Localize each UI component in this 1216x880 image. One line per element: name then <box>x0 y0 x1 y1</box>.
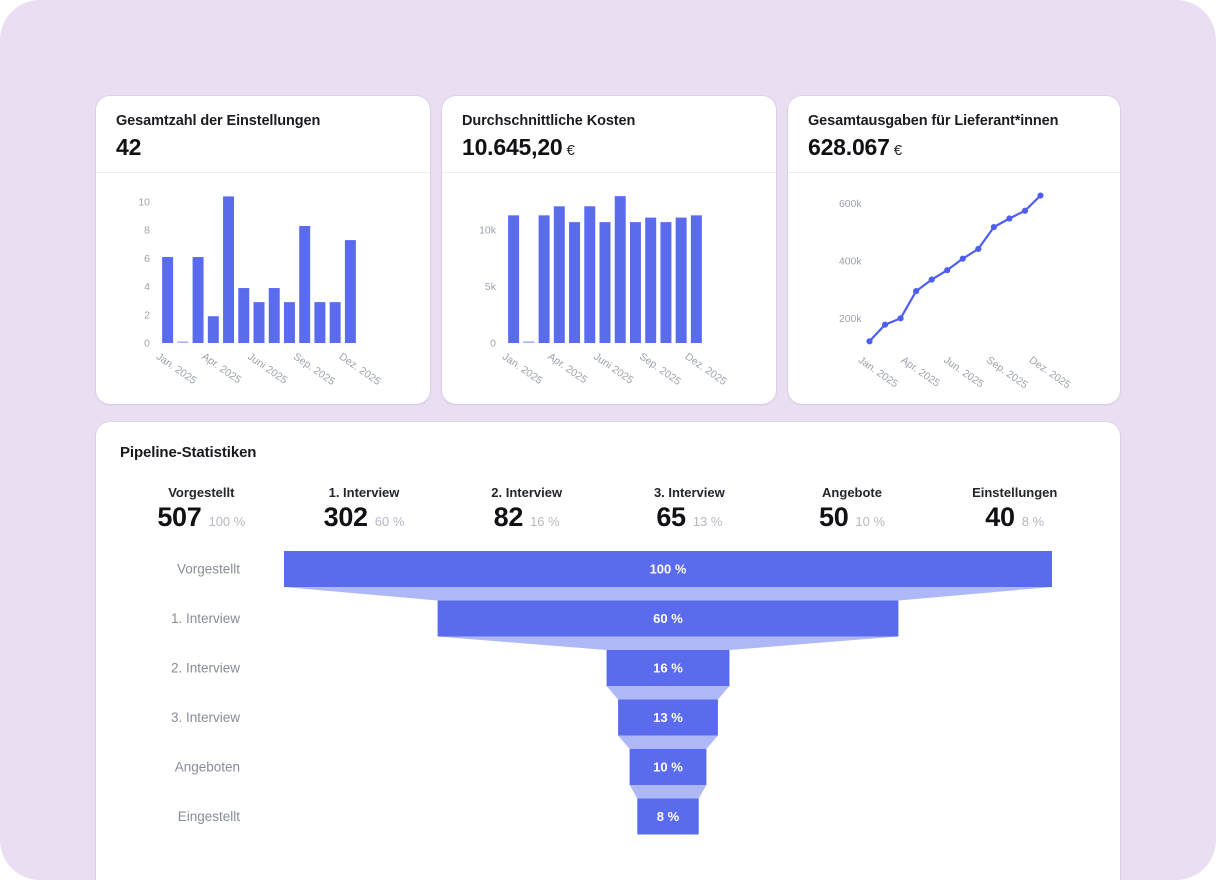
svg-text:Juni 2025: Juni 2025 <box>245 351 289 387</box>
svg-text:Apr. 2025: Apr. 2025 <box>200 351 244 387</box>
stat-percent: 13 % <box>692 514 723 529</box>
stat-label: Einstellungen <box>972 485 1058 500</box>
hires-bar-chart[interactable]: 0 2 4 6 8 10 Jan. 2025 Apr. 2025 Juni 2025 Sep. 2… <box>96 173 430 403</box>
stat-value: 40 <box>985 502 1015 532</box>
card-header: Durchschnittliche Kosten 10.645,20 € <box>442 96 776 173</box>
card-value-suffix: € <box>566 142 575 159</box>
svg-text:60 %: 60 % <box>653 611 683 626</box>
svg-text:Jan. 2025: Jan. 2025 <box>154 351 199 387</box>
pipeline-stat-interview1: 1. Interview 302 60 % <box>283 485 446 533</box>
pipeline-funnel-chart[interactable]: Vorgestellt 100 % 1. Interview 60 % 2. Inter… <box>120 551 1096 835</box>
svg-text:400k: 400k <box>839 256 862 267</box>
svg-text:Sep. 2025: Sep. 2025 <box>291 351 337 388</box>
card-header: Gesamtzahl der Einstellungen 42 <box>96 96 430 173</box>
card-value: 42 <box>116 134 142 160</box>
pipeline-title: Pipeline-Statistiken <box>120 444 257 461</box>
svg-text:Dez. 2025: Dez. 2025 <box>1027 355 1072 391</box>
pipeline-stat-vorgestellt: Vorgestellt 507 100 % <box>120 485 283 533</box>
svg-text:2. Interview: 2. Interview <box>171 661 240 676</box>
svg-text:600k: 600k <box>839 199 862 210</box>
card-average-cost: Durchschnittliche Kosten 10.645,20 € 0 5k 1… <box>442 96 776 404</box>
svg-text:2: 2 <box>144 309 150 321</box>
stat-label: Vorgestellt <box>168 485 235 500</box>
stat-label: Angebote <box>822 485 882 500</box>
stat-percent: 16 % <box>530 514 560 529</box>
svg-text:5k: 5k <box>485 281 497 293</box>
svg-text:Vorgestellt: Vorgestellt <box>177 562 240 577</box>
card-title: Durchschnittliche Kosten <box>462 113 636 129</box>
svg-text:Sep. 2025: Sep. 2025 <box>984 355 1029 391</box>
svg-text:Juni 2025: Juni 2025 <box>591 351 635 387</box>
card-title: Gesamtausgaben für Lieferant*innen <box>808 113 1059 129</box>
svg-text:Eingestellt: Eingestellt <box>178 809 241 824</box>
svg-text:8 %: 8 % <box>657 809 680 824</box>
stat-label: 1. Interview <box>328 485 400 500</box>
pipeline-stats-row: Vorgestellt 507 100 % 1. Interview 302 60 … <box>120 485 1096 533</box>
stat-percent: 8 % <box>1021 514 1045 529</box>
svg-text:Sep. 2025: Sep. 2025 <box>637 351 683 388</box>
stat-percent: 10 % <box>855 514 886 529</box>
card-value-suffix: € <box>893 142 902 159</box>
svg-text:8: 8 <box>144 225 150 237</box>
svg-text:Jun. 2025: Jun. 2025 <box>941 355 985 390</box>
svg-text:Dez. 2025: Dez. 2025 <box>337 351 383 388</box>
card-value: 10.645,20 € <box>462 134 575 160</box>
pipeline-stat-interview3: 3. Interview 65 13 % <box>608 485 771 533</box>
stat-value: 65 <box>656 502 686 532</box>
svg-text:1. Interview: 1. Interview <box>171 611 240 626</box>
svg-text:6: 6 <box>144 253 150 265</box>
card-title: Gesamtzahl der Einstellungen <box>116 113 321 129</box>
pipeline-stat-interview2: 2. Interview 82 16 % <box>445 485 608 533</box>
card-value: 628.067 € <box>808 134 902 160</box>
stat-value: 302 <box>323 502 368 532</box>
stat-label: 2. Interview <box>491 485 563 500</box>
card-total-hires: Gesamtzahl der Einstellungen 42 0 2 4 6 8 10 J… <box>96 96 430 404</box>
svg-text:200k: 200k <box>839 314 862 325</box>
svg-text:3. Interview: 3. Interview <box>171 710 240 725</box>
svg-text:10k: 10k <box>479 225 497 237</box>
pipeline-stat-angebote: Angebote 50 10 % <box>771 485 934 533</box>
card-vendor-spend: Gesamtausgaben für Lieferant*innen 628.0… <box>788 96 1120 404</box>
stat-percent: 100 % <box>208 514 246 529</box>
stat-percent: 60 % <box>374 514 405 529</box>
stat-value: 82 <box>493 502 524 532</box>
svg-text:16 %: 16 % <box>653 661 683 676</box>
svg-text:Angeboten: Angeboten <box>175 760 240 775</box>
svg-text:Jan. 2025: Jan. 2025 <box>856 355 900 390</box>
svg-text:Dez. 2025: Dez. 2025 <box>683 351 729 388</box>
cost-bar-chart[interactable]: 0 5k 10k Jan. 2025 Apr. 2025 Juni 2025 Sep. 20… <box>442 173 776 403</box>
pipeline-stat-einstellungen: Einstellungen 40 8 % <box>933 485 1096 533</box>
pipeline-card: Pipeline-Statistiken Vorgestellt 507 100 … <box>96 422 1120 880</box>
svg-text:Apr. 2025: Apr. 2025 <box>899 355 942 390</box>
svg-text:0: 0 <box>144 338 150 350</box>
stat-value: 507 <box>157 502 202 532</box>
svg-text:100 %: 100 % <box>650 562 687 577</box>
svg-text:Apr. 2025: Apr. 2025 <box>546 351 590 387</box>
svg-text:0: 0 <box>490 338 496 350</box>
pipeline-funnel-area: Vorgestellt 100 % 1. Interview 60 % 2. Inter… <box>120 551 1096 840</box>
svg-text:10 %: 10 % <box>653 760 683 775</box>
stat-label: 3. Interview <box>653 485 725 500</box>
card-header: Gesamtausgaben für Lieferant*innen 628.0… <box>788 96 1120 173</box>
svg-text:10: 10 <box>138 197 150 209</box>
svg-text:13 %: 13 % <box>653 710 683 725</box>
svg-text:4: 4 <box>144 281 150 293</box>
stat-value: 50 <box>818 502 849 532</box>
svg-text:Jan. 2025: Jan. 2025 <box>500 351 545 387</box>
